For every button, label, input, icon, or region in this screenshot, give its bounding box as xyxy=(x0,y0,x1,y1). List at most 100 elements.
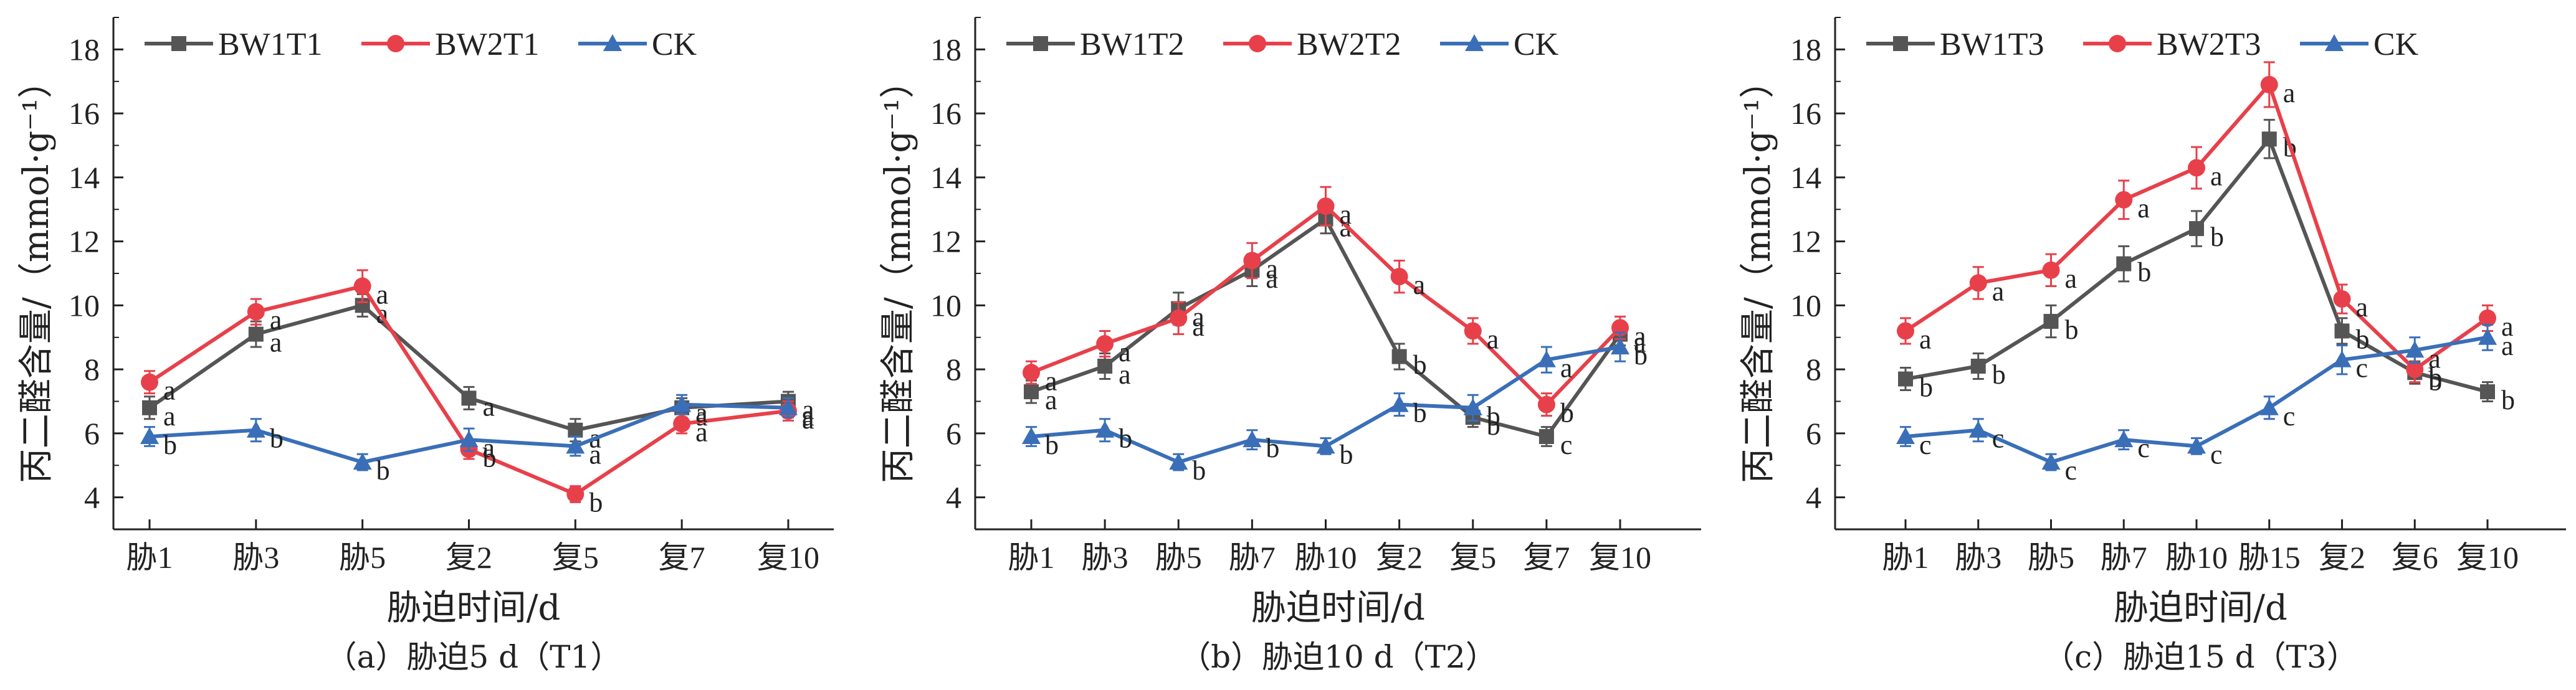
significance-label: b xyxy=(2065,314,2079,345)
x-tick-label: 复2 xyxy=(1376,540,1423,575)
x-axis-title: 胁迫时间/d xyxy=(387,588,561,628)
significance-label: a xyxy=(1560,353,1573,384)
significance-label: a xyxy=(1045,366,1057,396)
significance-label: a xyxy=(1992,276,2005,306)
significance-label: a xyxy=(163,401,176,432)
significance-label: c xyxy=(2137,433,2150,463)
significance-label: a xyxy=(2356,292,2368,323)
significance-label: a xyxy=(1266,263,1278,294)
y-axis-title: 丙二醛含量/（mmol·g⁻¹） xyxy=(1738,64,1778,483)
significance-label: b xyxy=(1413,350,1427,380)
data-point xyxy=(1611,338,1629,355)
data-point xyxy=(779,398,798,415)
data-point xyxy=(1097,358,1113,374)
y-tick-label: 16 xyxy=(69,96,100,131)
series-line xyxy=(148,303,789,432)
data-point xyxy=(1024,384,1039,400)
significance-label: a xyxy=(2065,263,2077,294)
legend-label: CK xyxy=(2373,27,2419,62)
legend-label: BW1T3 xyxy=(1940,27,2044,62)
significance-label: b xyxy=(1487,410,1500,441)
significance-label: a xyxy=(2501,311,2514,342)
y-tick-label: 14 xyxy=(930,160,961,195)
significance-label: a xyxy=(2501,331,2514,361)
x-tick-label: 复2 xyxy=(446,540,492,575)
data-point xyxy=(1096,335,1114,353)
x-tick-label: 胁1 xyxy=(126,540,173,575)
panel-caption: （b）胁迫10 d（T2） xyxy=(1180,639,1497,675)
data-point xyxy=(1243,430,1262,448)
data-point xyxy=(1390,395,1409,412)
y-tick-label: 8 xyxy=(946,352,961,387)
legend-label: BW1T2 xyxy=(1080,27,1185,62)
legend-label: BW1T1 xyxy=(218,27,323,62)
y-tick-label: 4 xyxy=(1806,480,1821,515)
data-point xyxy=(2332,350,2352,367)
legend-marker xyxy=(387,35,404,52)
data-point xyxy=(1023,364,1040,382)
data-point xyxy=(142,400,157,415)
data-point xyxy=(2260,75,2278,93)
y-tick-label: 6 xyxy=(946,416,961,451)
significance-label: c xyxy=(2283,401,2296,432)
data-point xyxy=(1464,322,1482,340)
significance-label: c xyxy=(1919,430,1932,460)
data-point xyxy=(673,415,691,433)
data-point xyxy=(1317,197,1335,215)
panel-caption: （c）胁迫15 d（T3） xyxy=(2043,639,2358,675)
y-tick-label: 4 xyxy=(84,480,100,515)
x-tick-label: 胁1 xyxy=(1882,540,1929,575)
significance-label: a xyxy=(1634,321,1646,351)
legend-label: CK xyxy=(652,27,697,62)
series-line xyxy=(1031,216,1622,439)
x-tick-label: 胁5 xyxy=(2028,540,2074,575)
significance-label: a xyxy=(483,391,495,422)
data-point xyxy=(1390,268,1408,286)
significance-label: b xyxy=(483,443,497,473)
significance-label: a xyxy=(483,433,495,463)
significance-label: a xyxy=(802,395,814,425)
data-point xyxy=(1391,349,1407,364)
y-tick-label: 18 xyxy=(69,32,100,67)
legend: BW1T1 BW2T1 CK xyxy=(145,27,697,62)
significance-label: a xyxy=(1192,311,1205,342)
y-tick-label: 18 xyxy=(930,32,961,67)
x-tick-label: 胁10 xyxy=(2165,540,2228,575)
series-CK: b bba aa a xyxy=(140,394,814,486)
significance-label: b xyxy=(1919,372,1933,403)
legend-item: BW2T2 xyxy=(1223,27,1401,62)
significance-label: a xyxy=(1919,324,1932,354)
legend-label: BW2T3 xyxy=(2157,27,2261,62)
significance-label: a xyxy=(1045,385,1057,415)
significance-label: b xyxy=(1634,340,1648,371)
data-point xyxy=(2261,131,2277,147)
legend-marker xyxy=(2325,34,2344,51)
significance-label: b xyxy=(1192,455,1206,486)
significance-label: b xyxy=(270,423,284,454)
legend-item: BW2T3 xyxy=(2083,27,2261,62)
x-tick-label: 复7 xyxy=(659,540,705,575)
significance-label: a xyxy=(802,401,814,432)
x-tick-label: 复10 xyxy=(2456,540,2519,575)
significance-label: b xyxy=(163,430,177,460)
significance-label: b xyxy=(589,487,603,518)
data-point xyxy=(2115,191,2133,209)
x-tick-label: 复10 xyxy=(757,540,819,575)
y-tick-label: 10 xyxy=(69,288,100,323)
data-point xyxy=(2334,323,2350,339)
data-point xyxy=(248,326,264,342)
x-tick-label: 复7 xyxy=(1523,540,1570,575)
x-tick-label: 复2 xyxy=(2319,540,2365,575)
significance-label: a xyxy=(270,305,282,336)
legend: BW1T2 BW2T2 CK xyxy=(1006,27,1559,62)
series-CK: c c c c c c c a a xyxy=(1896,323,2514,486)
legend-marker xyxy=(1893,36,1908,51)
legend-marker xyxy=(603,34,622,51)
significance-label: a xyxy=(695,398,708,428)
significance-label: b xyxy=(1560,398,1574,428)
significance-label: c xyxy=(2356,353,2368,384)
significance-label: a xyxy=(695,401,708,432)
x-tick-label: 胁15 xyxy=(2238,540,2301,575)
y-tick-label: 4 xyxy=(946,480,961,515)
